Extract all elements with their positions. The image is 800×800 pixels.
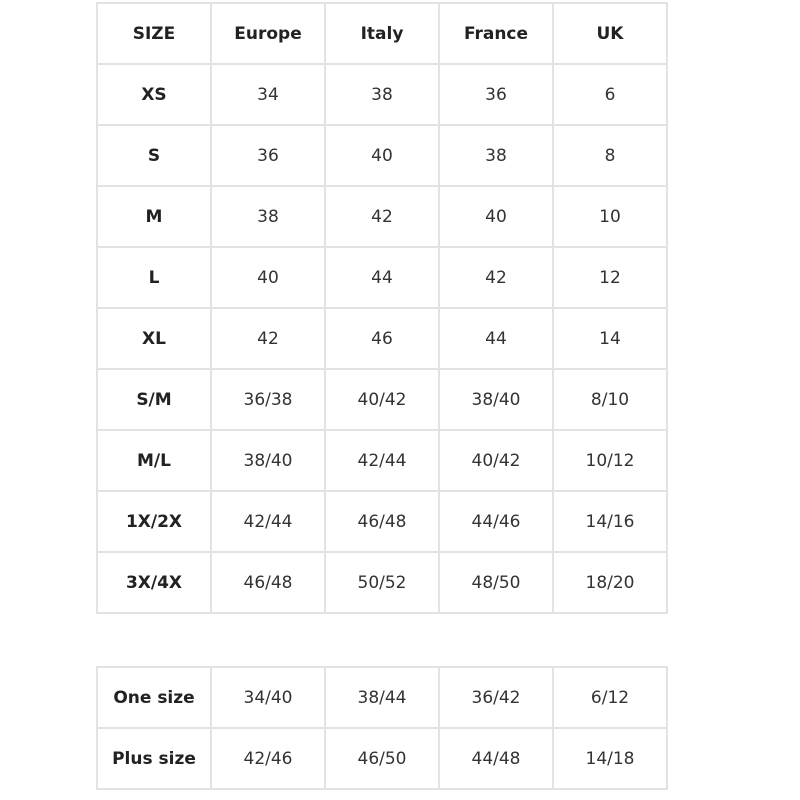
size-value-cell: 10 [552, 185, 668, 248]
size-value-cell: 44 [438, 307, 554, 370]
size-value-cell: 8/10 [552, 368, 668, 431]
size-label-cell: M/L [96, 429, 212, 492]
size-value-cell: 40/42 [324, 368, 440, 431]
size-value-cell: 48/50 [438, 551, 554, 614]
table-row: M/L 38/40 42/44 40/42 10/12 [96, 429, 668, 492]
table-row: S 36 40 38 8 [96, 124, 668, 187]
column-header: Europe [210, 2, 326, 65]
size-value-cell: 10/12 [552, 429, 668, 492]
column-header: SIZE [96, 2, 212, 65]
size-value-cell: 46/50 [324, 727, 440, 790]
size-label-cell: One size [96, 666, 212, 729]
size-label-cell: XL [96, 307, 212, 370]
size-value-cell: 42 [324, 185, 440, 248]
table-row: Plus size 42/46 46/50 44/48 14/18 [96, 727, 668, 790]
size-value-cell: 40 [438, 185, 554, 248]
size-chart-table: SIZE Europe Italy France UK XS 34 38 36 6 S 36 40 38… [96, 2, 668, 614]
table-row: 1X/2X 42/44 46/48 44/46 14/16 [96, 490, 668, 553]
size-value-cell: 44 [324, 246, 440, 309]
column-header: France [438, 2, 554, 65]
size-value-cell: 50/52 [324, 551, 440, 614]
size-value-cell: 18/20 [552, 551, 668, 614]
size-value-cell: 46/48 [210, 551, 326, 614]
size-value-cell: 42/46 [210, 727, 326, 790]
size-value-cell: 36 [438, 63, 554, 126]
table-row: XS 34 38 36 6 [96, 63, 668, 126]
size-label-cell: L [96, 246, 212, 309]
size-value-cell: 12 [552, 246, 668, 309]
size-value-cell: 8 [552, 124, 668, 187]
size-value-cell: 36/42 [438, 666, 554, 729]
size-label-cell: M [96, 185, 212, 248]
size-value-cell: 42 [438, 246, 554, 309]
size-value-cell: 40/42 [438, 429, 554, 492]
table-row: 3X/4X 46/48 50/52 48/50 18/20 [96, 551, 668, 614]
table-row: XL 42 46 44 14 [96, 307, 668, 370]
column-header: UK [552, 2, 668, 65]
size-value-cell: 38/40 [438, 368, 554, 431]
size-value-cell: 38/44 [324, 666, 440, 729]
size-value-cell: 44/48 [438, 727, 554, 790]
size-value-cell: 36 [210, 124, 326, 187]
column-header: Italy [324, 2, 440, 65]
size-value-cell: 6/12 [552, 666, 668, 729]
size-value-cell: 14/16 [552, 490, 668, 553]
size-value-cell: 14/18 [552, 727, 668, 790]
size-label-cell: 3X/4X [96, 551, 212, 614]
size-value-cell: 38 [324, 63, 440, 126]
size-label-cell: S/M [96, 368, 212, 431]
size-label-cell: 1X/2X [96, 490, 212, 553]
size-value-cell: 40 [210, 246, 326, 309]
table-row: One size 34/40 38/44 36/42 6/12 [96, 666, 668, 729]
table-row: L 40 44 42 12 [96, 246, 668, 309]
special-sizes-table: One size 34/40 38/44 36/42 6/12 Plus size 42/4… [96, 666, 668, 790]
size-value-cell: 38 [210, 185, 326, 248]
size-value-cell: 34/40 [210, 666, 326, 729]
header-row: SIZE Europe Italy France UK [96, 2, 668, 65]
size-value-cell: 42 [210, 307, 326, 370]
size-value-cell: 46 [324, 307, 440, 370]
size-value-cell: 46/48 [324, 490, 440, 553]
size-value-cell: 38/40 [210, 429, 326, 492]
size-value-cell: 38 [438, 124, 554, 187]
table-row: S/M 36/38 40/42 38/40 8/10 [96, 368, 668, 431]
size-label-cell: XS [96, 63, 212, 126]
size-value-cell: 42/44 [324, 429, 440, 492]
size-value-cell: 44/46 [438, 490, 554, 553]
size-value-cell: 40 [324, 124, 440, 187]
size-value-cell: 6 [552, 63, 668, 126]
size-value-cell: 36/38 [210, 368, 326, 431]
size-value-cell: 34 [210, 63, 326, 126]
size-label-cell: Plus size [96, 727, 212, 790]
table-row: M 38 42 40 10 [96, 185, 668, 248]
size-value-cell: 42/44 [210, 490, 326, 553]
size-label-cell: S [96, 124, 212, 187]
size-value-cell: 14 [552, 307, 668, 370]
